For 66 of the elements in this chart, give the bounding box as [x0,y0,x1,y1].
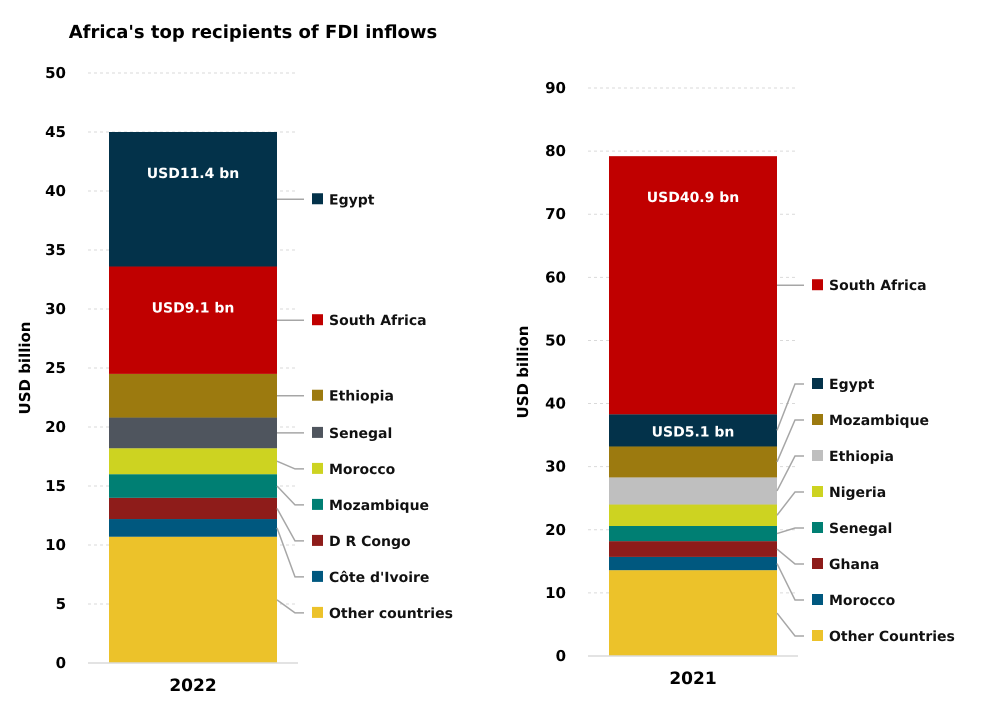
bar [109,474,277,498]
bar [109,374,277,418]
legend-label: South Africa [329,313,427,330]
legend-label: Mozambique [829,413,930,429]
bar [109,536,277,663]
y-tick-label: 15 [45,477,66,495]
bar [609,541,777,557]
y-tick-label: 5 [56,595,66,613]
bar [109,266,277,374]
y-tick-label: 80 [545,142,566,160]
x-tick-label: 2021 [669,669,717,689]
legend-label: Egypt [329,192,375,208]
y-tick-label: 10 [45,536,66,554]
legend-label: Morocco [829,593,896,609]
legend-label: South Africa [829,278,927,294]
y-tick-label: 90 [545,79,566,97]
y-tick-label: 30 [45,300,66,318]
y-tick-label: 20 [545,520,566,539]
bar [609,556,777,570]
y-tick-label: 50 [545,331,566,350]
bar [609,156,777,414]
y-tick-label: 50 [45,64,66,82]
y-tick-label: 30 [545,458,566,476]
data-label: USD9.1 bn [152,300,234,317]
y-tick-label: 0 [556,647,566,665]
legend-label: Mozambique [329,498,430,514]
bar [109,448,277,474]
bar [109,519,277,537]
y-tick-label: 40 [545,394,566,413]
legend-label: Egypt [829,377,875,393]
y-tick-label: 40 [45,182,66,200]
y-tick-label: 60 [545,268,566,286]
bar [609,526,777,542]
y-axis-title: USD billion [514,326,532,418]
bar [109,132,277,267]
chart-title: Africa's top recipients of FDI inflows [68,22,438,43]
bar [609,504,777,526]
legend-label: Senegal [329,426,392,442]
data-label: USD5.1 bn [652,424,734,440]
bar [609,446,777,478]
y-axis-title: USD billion [16,322,34,414]
y-tick-label: 10 [545,584,566,602]
bar [109,418,277,448]
legend-label: D R Congo [329,534,412,550]
legend-label: Ethiopia [329,388,394,405]
legend-label: Morocco [329,462,396,478]
y-tick-label: 25 [45,359,66,377]
y-tick-label: 0 [56,654,66,672]
data-label: USD40.9 bn [646,190,740,206]
legend-label: Ethiopia [829,449,894,465]
data-label: USD11.4 bn [146,166,240,182]
y-tick-label: 45 [45,123,66,141]
y-tick-label: 35 [45,241,66,259]
y-tick-label: 20 [45,418,66,436]
legend-label: Senegal [829,521,892,537]
bar [609,570,777,656]
legend-label: Ghana [829,557,880,573]
bar [109,498,277,520]
legend-label: Other countries [329,606,453,622]
legend-label: Nigeria [829,485,886,501]
bar [609,414,777,446]
x-tick-label: 2022 [169,676,217,696]
bar [609,477,777,505]
legend-label: Côte d'Ivoire [329,570,430,586]
y-tick-label: 70 [545,205,566,224]
legend-label: Other Countries [829,629,955,645]
